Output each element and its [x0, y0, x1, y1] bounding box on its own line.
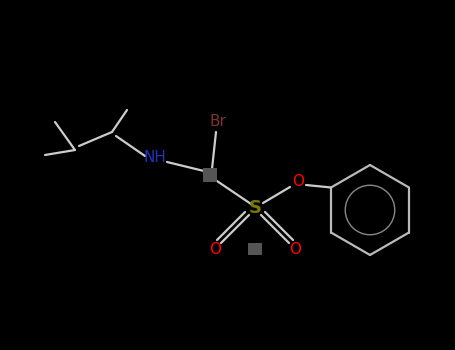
Bar [248, 243, 262, 255]
Text: NH: NH [144, 150, 167, 166]
Bar [203, 168, 217, 182]
Text: Br: Br [210, 114, 227, 130]
Text: S: S [248, 199, 262, 217]
Text: O: O [289, 243, 301, 258]
Text: O: O [292, 175, 304, 189]
Text: O: O [209, 243, 221, 258]
